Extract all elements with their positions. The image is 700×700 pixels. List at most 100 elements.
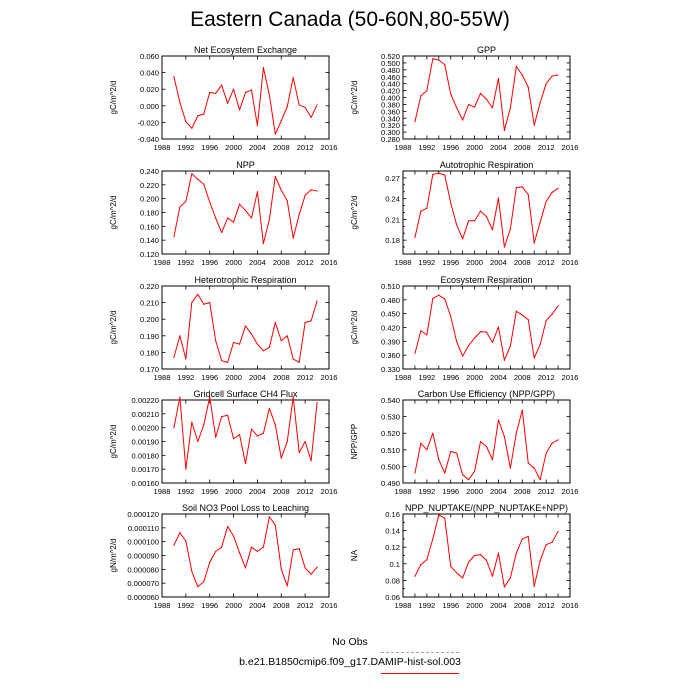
data-point xyxy=(256,435,259,437)
data-point xyxy=(533,357,535,359)
y-tick-label: 0.140 xyxy=(140,236,159,245)
x-tick-label: 2008 xyxy=(273,487,290,496)
y-tick-label: -0.020 xyxy=(137,118,159,127)
y-tick-label: 0.040 xyxy=(140,69,159,78)
data-point xyxy=(509,107,511,109)
y-tick-label: 0.06 xyxy=(385,593,400,602)
data-point xyxy=(250,546,253,548)
data-point xyxy=(292,76,294,79)
data-point xyxy=(479,210,482,212)
data-point xyxy=(280,457,282,459)
data-point xyxy=(280,120,282,122)
data-point xyxy=(468,561,470,563)
data-point xyxy=(185,468,187,470)
y-tick-label: 0.480 xyxy=(381,66,400,75)
y-tick-label: 0.000100 xyxy=(127,538,159,547)
data-point xyxy=(197,440,199,443)
x-tick-label: 2004 xyxy=(249,143,266,152)
data-point xyxy=(444,517,446,519)
x-tick-label: 2004 xyxy=(249,601,266,610)
data-point xyxy=(438,294,440,296)
y-tick-label: 0.180 xyxy=(140,209,159,218)
chart-title: Gridcell Surface CH4 Flux xyxy=(193,389,298,399)
data-point xyxy=(468,103,470,106)
data-point xyxy=(215,92,217,94)
data-point xyxy=(274,524,276,526)
series-line xyxy=(414,409,559,481)
chart-panel-1: Net Ecosystem Exchange gC/m^2/d -0.040 -0.0… xyxy=(109,45,337,152)
y-tick-label: 0.420 xyxy=(381,324,400,333)
y-tick-label: 0.000110 xyxy=(128,524,159,533)
y-tick-label: 0.00170 xyxy=(132,465,159,474)
chart-panel-4: Autotrophic Respiration gC/m^2/d 0.18 0.21 0… xyxy=(350,160,578,267)
data-point xyxy=(238,552,241,554)
data-point xyxy=(497,419,500,421)
data-point xyxy=(262,350,264,352)
data-point xyxy=(227,217,229,219)
data-point xyxy=(551,191,553,194)
data-point xyxy=(304,194,306,196)
x-tick-label: 2012 xyxy=(538,487,555,496)
data-point xyxy=(310,320,312,322)
data-point xyxy=(274,424,276,426)
data-point xyxy=(221,546,223,548)
data-point xyxy=(462,474,464,476)
data-point xyxy=(209,302,211,304)
data-point xyxy=(280,568,282,570)
data-point xyxy=(491,459,494,461)
data-point xyxy=(456,341,458,343)
chart-title: Carbon Use Efficiency (NPP/GPP) xyxy=(418,389,555,399)
data-point xyxy=(509,577,511,579)
y-tick-label: 0.18 xyxy=(385,236,400,245)
data-point xyxy=(286,440,288,443)
data-point xyxy=(420,330,422,332)
data-point xyxy=(545,83,547,85)
data-point xyxy=(256,343,259,345)
x-tick-label: 2000 xyxy=(225,601,242,610)
data-point xyxy=(191,421,193,423)
x-tick-label: 2008 xyxy=(514,601,531,610)
data-point xyxy=(173,356,175,358)
x-tick-label: 2000 xyxy=(466,487,483,496)
data-point xyxy=(185,358,187,360)
data-point xyxy=(509,467,511,469)
data-point xyxy=(232,535,235,537)
y-tick-label: 0.220 xyxy=(140,282,159,291)
data-point xyxy=(256,125,259,127)
y-tick-label: 0.12 xyxy=(385,543,400,552)
x-tick-label: 2000 xyxy=(466,373,483,382)
x-tick-label: 1996 xyxy=(201,143,218,152)
chart-panel-2: GPP gC/m^2/d 0.2800.3000.3200.3400.3600.38… xyxy=(350,45,578,152)
data-point xyxy=(209,201,211,203)
chart-title: Heterotrophic Respiration xyxy=(194,275,296,285)
data-point xyxy=(286,200,288,202)
data-point xyxy=(238,203,241,205)
y-axis-label: gC/m^2/d xyxy=(350,196,359,230)
x-tick-label: 2012 xyxy=(297,373,314,382)
x-tick-label: 1992 xyxy=(418,258,435,267)
data-point xyxy=(527,319,529,321)
x-tick-label: 2016 xyxy=(321,601,338,610)
x-tick-label: 1988 xyxy=(154,258,171,267)
x-tick-label: 2008 xyxy=(514,258,531,267)
chart-panel-3: NPP gC/m^2/d 0.120 0.140 0.160 0.180 0.200 0.22… xyxy=(109,160,337,267)
data-point xyxy=(232,438,235,440)
x-tick-label: 1988 xyxy=(395,601,412,610)
x-tick-label: 2008 xyxy=(273,258,290,267)
data-point xyxy=(485,331,488,333)
data-point xyxy=(268,346,270,349)
data-point xyxy=(432,538,434,540)
data-point xyxy=(438,59,440,61)
data-point xyxy=(479,554,482,556)
data-point xyxy=(533,467,535,469)
data-point xyxy=(197,293,199,295)
data-point xyxy=(262,67,264,69)
data-point xyxy=(545,452,547,454)
x-tick-label: 1992 xyxy=(177,258,194,267)
data-point xyxy=(503,586,505,588)
data-point xyxy=(497,197,500,199)
plot-frame xyxy=(402,170,571,255)
data-point xyxy=(203,424,205,426)
data-point xyxy=(191,302,193,304)
